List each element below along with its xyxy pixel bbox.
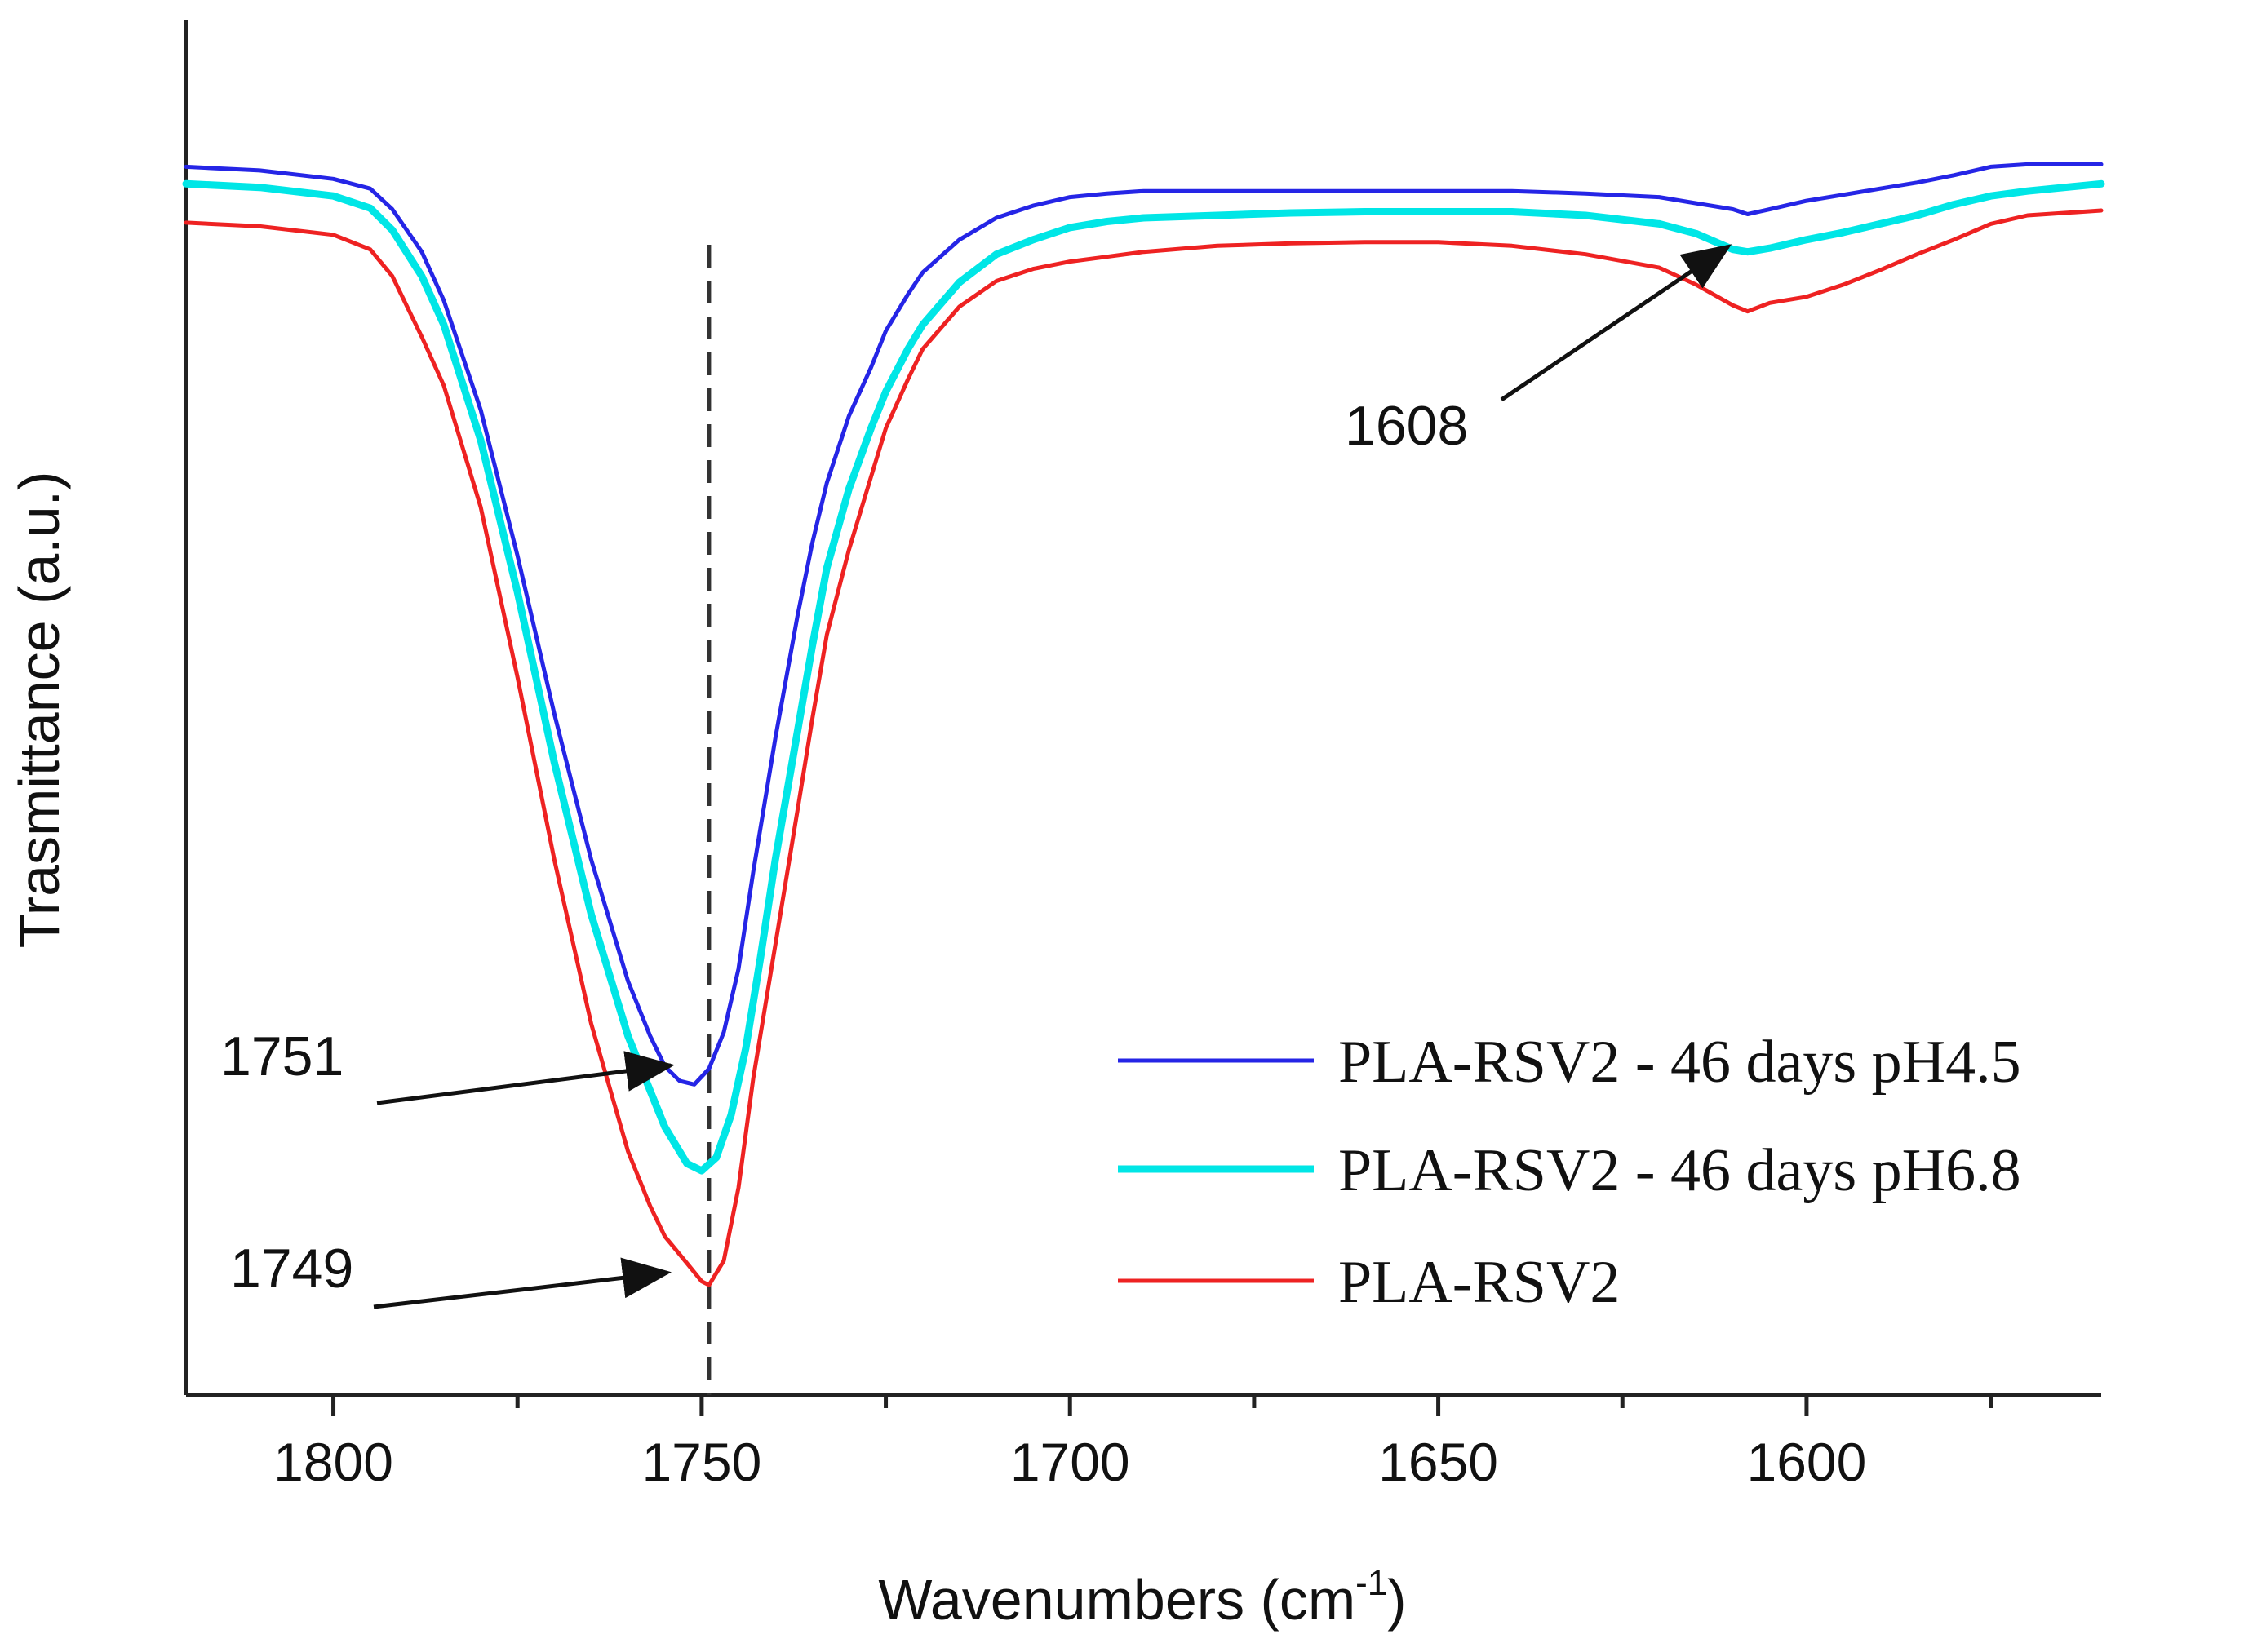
y-axis-label: Trasmittance (a.u.) — [7, 472, 71, 949]
annotation-arrow — [373, 1257, 672, 1309]
x-tick-label: 1800 — [273, 1432, 393, 1492]
annotation-label: 1751 — [220, 1025, 344, 1087]
legend: PLA-RSV2 - 46 days pH4.5 PLA-RSV2 - 46 da… — [1118, 1029, 2021, 1316]
series-line-3 — [184, 208, 2104, 1287]
annotation-arrow — [1500, 244, 1732, 402]
x-axis-label-superscript: -1 — [1355, 1563, 1387, 1603]
annotation-label: 1608 — [1345, 395, 1468, 457]
annotation-label: 1749 — [230, 1238, 353, 1300]
x-tick-labels: 1800 1750 1700 1650 1600 — [273, 1432, 1866, 1492]
legend-label: PLA-RSV2 - 46 days pH4.5 — [1338, 1029, 2021, 1096]
x-ticks — [331, 1395, 1993, 1416]
legend-label: PLA-RSV2 - 46 days pH6.8 — [1338, 1137, 2021, 1204]
x-tick-label: 1600 — [1747, 1432, 1867, 1492]
x-tick-label: 1750 — [641, 1432, 761, 1492]
x-tick-label: 1650 — [1378, 1432, 1498, 1492]
x-axis-label-suffix: ) — [1387, 1568, 1406, 1632]
x-axis-label: Wavenumbers (cm-1) — [878, 1563, 1406, 1632]
series-line-2 — [182, 179, 2105, 1175]
x-tick-label: 1700 — [1010, 1432, 1130, 1492]
legend-label: PLA-RSV2 — [1338, 1249, 1620, 1316]
series-line-1 — [184, 162, 2104, 1087]
series-lines — [182, 162, 2105, 1287]
peak-annotations: 1751 1749 1608 — [220, 244, 1732, 1309]
x-axis-label-main: Wavenumbers (cm — [878, 1568, 1355, 1632]
plot-area — [184, 20, 2101, 1397]
annotation-arrow — [376, 1051, 675, 1105]
